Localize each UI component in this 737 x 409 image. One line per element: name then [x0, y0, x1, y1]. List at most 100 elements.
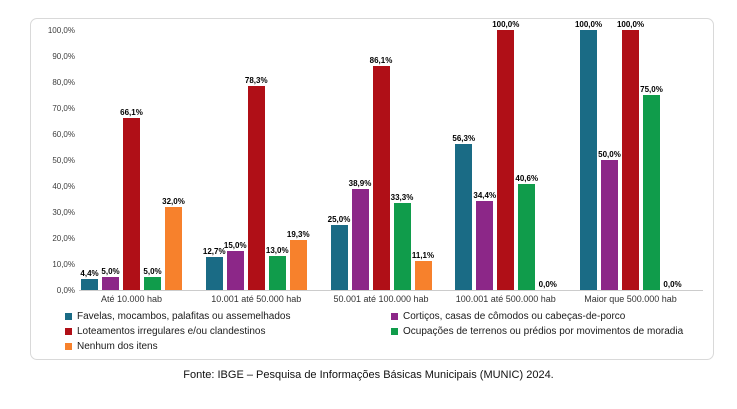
bar: [165, 206, 182, 290]
legend-item: Nenhum dos itens: [65, 341, 381, 352]
legend-item: Loteamentos irregulares e/ou clandestino…: [65, 326, 381, 337]
x-category-label: 100.001 até 500.000 hab: [455, 294, 556, 304]
bar-value-label: 100,0%: [574, 20, 603, 29]
bar-column: 50,0%: [598, 31, 621, 290]
legend: Favelas, mocambos, palafitas ou assemelh…: [65, 311, 709, 352]
bar-value-label: 100,0%: [492, 20, 520, 29]
legend-swatch-icon: [65, 328, 72, 335]
bar: [102, 277, 119, 290]
bar: [476, 200, 494, 290]
bar-group: 25,0% 38,9% 86,1% 33,3% 11,1% 50.001 até 100.…: [327, 31, 434, 304]
y-tick-label: 90,0%: [52, 52, 75, 61]
y-tick-label: 20,0%: [52, 234, 75, 243]
bar-group: 56,3% 34,4% 100,0% 40,6% 0,0% 100.001 até 500…: [452, 20, 557, 304]
bar: [414, 261, 432, 290]
source-caption: Fonte: IBGE – Pesquisa de Informações Bá…: [183, 369, 554, 381]
legend-swatch-icon: [391, 328, 398, 335]
bar-column: 86,1%: [369, 31, 393, 290]
y-tick-label: 70,0%: [52, 104, 75, 113]
bar-value-label: 32,0%: [162, 196, 185, 206]
bar-value-label: 33,3%: [390, 193, 414, 203]
bar-group: 12,7% 15,0% 78,3% 13,0% 19,3% 10.001 até 50.0…: [202, 31, 310, 304]
legend-item: Cortiços, casas de cômodos ou cabeças-de…: [391, 311, 709, 322]
legend-label: Nenhum dos itens: [77, 341, 158, 352]
bar: [289, 239, 307, 290]
x-category-label: Até 10.000 hab: [100, 294, 163, 304]
y-tick-label: 30,0%: [52, 208, 75, 217]
legend-item: Ocupações de terrenos ou prédios por mov…: [391, 326, 709, 337]
legend-swatch-icon: [65, 343, 72, 350]
bar-value-label: 50,0%: [598, 150, 621, 159]
bar-column: 15,0%: [223, 31, 247, 290]
bar-value-label: 19,3%: [286, 229, 310, 239]
legend-label: Cortiços, casas de cômodos ou cabeças-de…: [403, 311, 626, 322]
bar-value-label: 12,7%: [202, 246, 226, 256]
bar-column: 33,3%: [390, 31, 414, 290]
x-category-label: Maior que 500.000 hab: [584, 294, 677, 304]
legend-swatch-icon: [391, 313, 398, 320]
legend-swatch-icon: [65, 313, 72, 320]
bar-column: 75,0%: [640, 31, 663, 290]
bar-column: 0,0%: [538, 31, 557, 290]
chart-frame: 100,0% 90,0% 80,0% 70,0% 60,0% 50,0% 40,0% 30,0…: [30, 18, 714, 360]
bar-value-label: 86,1%: [369, 56, 393, 66]
bar-value-label: 78,3%: [244, 76, 268, 86]
bar-column: 19,3%: [286, 31, 310, 290]
bar-value-label: 38,9%: [348, 178, 372, 188]
bar-column: 13,0%: [265, 31, 289, 290]
bar: [393, 203, 411, 290]
x-category-label: 10.001 até 50.000 hab: [211, 294, 302, 304]
bar-value-label: 13,0%: [265, 246, 289, 256]
legend-label: Favelas, mocambos, palafitas ou assemelh…: [77, 311, 291, 322]
plot-area: 4,4% 5,0% 66,1% 5,0% 32,0% Até 10.000 hab 12,7…: [79, 20, 703, 304]
bar-column: 5,0%: [143, 31, 162, 290]
bar: [643, 95, 660, 290]
bar-value-label: 66,1%: [120, 108, 143, 118]
bar: [601, 160, 618, 290]
bar-value-label: 15,0%: [223, 241, 247, 250]
bar-value-label: 40,6%: [515, 174, 539, 184]
bar-column: 0,0%: [663, 31, 682, 290]
bar-value-label: 25,0%: [327, 215, 351, 224]
y-tick-label: 80,0%: [52, 78, 75, 87]
bar: [372, 66, 390, 290]
bar: [144, 277, 161, 290]
bar-column: 66,1%: [120, 31, 143, 290]
bar: [205, 256, 223, 290]
bar-column: 40,6%: [515, 31, 539, 290]
bar-column: 100,0%: [575, 20, 602, 290]
bar-column: 100,0%: [617, 20, 644, 290]
bar-value-label: 100,0%: [616, 20, 645, 29]
bar-value-label: 34,4%: [473, 190, 497, 200]
bar: [330, 225, 348, 290]
y-tick-label: 40,0%: [52, 182, 75, 191]
bar: [81, 278, 98, 290]
bar: [268, 256, 286, 290]
bar-value-label: 56,3%: [452, 133, 476, 143]
bar: [518, 184, 536, 290]
bar-value-label: 5,0%: [143, 267, 162, 276]
bar-column: 5,0%: [101, 31, 120, 290]
bar-value-label: 5,0%: [101, 267, 120, 276]
legend-label: Ocupações de terrenos ou prédios por mov…: [403, 326, 684, 337]
bar-value-label: 75,0%: [640, 85, 663, 94]
bar-column: 34,4%: [473, 31, 497, 290]
y-tick-label: 10,0%: [52, 260, 75, 269]
legend-item: Favelas, mocambos, palafitas ou assemelh…: [65, 311, 381, 322]
bar-value-label: 4,4%: [80, 268, 99, 278]
y-tick-label: 60,0%: [52, 130, 75, 139]
bar: [226, 251, 244, 290]
bar-value-label: 0,0%: [663, 280, 682, 289]
bar: [497, 30, 515, 290]
bar-group: 100,0% 50,0% 100,0% 75,0% 0,0% Maior que 500.…: [575, 20, 682, 304]
bar: [123, 118, 140, 290]
y-tick-label: 0,0%: [56, 286, 75, 295]
bar-column: 100,0%: [492, 20, 519, 290]
bar-column: 4,4%: [80, 31, 99, 290]
bar-value-label: 0,0%: [538, 280, 557, 289]
bar-column: 11,1%: [412, 31, 434, 290]
bar-column: 56,3%: [452, 31, 476, 290]
y-axis: 100,0% 90,0% 80,0% 70,0% 60,0% 50,0% 40,0% 30,0…: [31, 26, 75, 295]
bar: [580, 30, 597, 290]
bar-column: 78,3%: [244, 31, 268, 290]
